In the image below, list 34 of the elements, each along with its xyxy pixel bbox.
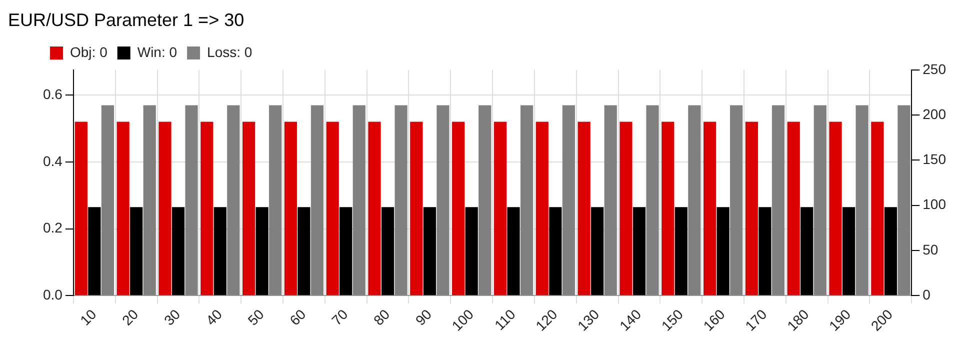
x-tick-label: 70 <box>328 306 351 328</box>
x-tick-label: 170 <box>742 306 770 334</box>
x-tick-label: 40 <box>202 306 226 328</box>
x-tick-label: 150 <box>658 306 686 334</box>
y2-tick-label: 250 <box>922 60 946 77</box>
x-tick-label: 80 <box>370 306 393 328</box>
legend-label: Win: 0 <box>137 44 178 60</box>
y-tick-label: 0.0 <box>42 286 63 302</box>
x-tick-label: 30 <box>160 306 184 328</box>
x-tick-label: 130 <box>574 306 602 334</box>
y2-tick-label: 200 <box>922 106 946 122</box>
x-tick-label: 140 <box>616 306 644 334</box>
x-tick-label: 10 <box>76 306 100 328</box>
y-tick-label: 0.2 <box>42 220 63 236</box>
y2-tick-label: 0 <box>922 286 931 302</box>
x-tick-label: 190 <box>826 306 854 334</box>
legend-label: Loss: 0 <box>207 44 252 60</box>
chart-title: EUR/USD Parameter 1 => 30 <box>7 9 246 32</box>
x-tick-label: 120 <box>532 306 560 334</box>
y-tick-label: 0.4 <box>42 152 63 169</box>
legend-label: Obj: 0 <box>70 44 108 60</box>
x-tick-label: 90 <box>412 306 435 328</box>
y-tick-label: 0.6 <box>42 86 63 102</box>
x-tick-label: 110 <box>491 306 518 334</box>
y2-tick-label: 150 <box>922 151 946 168</box>
y2-tick-label: 50 <box>922 241 938 258</box>
x-tick-label: 60 <box>286 306 309 328</box>
x-tick-label: 50 <box>244 306 268 328</box>
x-tick-label: 180 <box>784 306 812 334</box>
x-tick-label: 200 <box>868 306 896 334</box>
x-tick-label: 160 <box>700 306 728 334</box>
x-tick-label: 20 <box>118 306 142 328</box>
x-tick-label: 100 <box>448 306 477 334</box>
y2-tick-label: 100 <box>922 196 946 212</box>
